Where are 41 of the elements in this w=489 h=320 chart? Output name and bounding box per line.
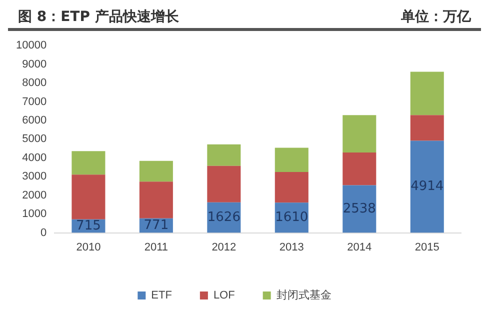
y-tick-label: 0	[40, 226, 47, 239]
data-label: 4914	[410, 179, 444, 194]
x-tick-label: 2015	[414, 241, 440, 254]
legend-label: LOF	[213, 290, 236, 302]
legend-label: ETF	[151, 290, 172, 302]
y-tick-label: 8000	[22, 77, 47, 90]
data-label: 1610	[275, 210, 308, 226]
bar	[274, 172, 308, 203]
x-tick-label: 2012	[212, 241, 236, 254]
chart-subtitle: 单位：万亿	[401, 8, 471, 26]
bar	[410, 115, 444, 141]
bar	[342, 152, 376, 186]
bar	[410, 72, 444, 116]
y-tick-label: 6000	[22, 114, 47, 127]
y-tick-label: 4000	[22, 152, 47, 164]
x-tick-label: 2013	[279, 241, 304, 254]
y-tick-label: 7000	[22, 96, 47, 108]
data-label: 1626	[207, 210, 240, 225]
x-tick-label: 2011	[144, 241, 168, 254]
x-tick-label: 2010	[76, 241, 101, 254]
bar	[139, 160, 173, 182]
x-tick-label: 2014	[347, 241, 372, 254]
y-tick-label: 10000	[16, 40, 47, 52]
bar	[72, 174, 106, 220]
y-tick-label: 5000	[22, 133, 47, 146]
y-tick-label: 9000	[22, 58, 47, 70]
bar	[72, 151, 106, 175]
data-label: 771	[144, 218, 169, 233]
bar	[139, 182, 173, 218]
data-label: 2538	[342, 201, 376, 216]
bar	[410, 140, 444, 233]
bar	[207, 144, 241, 166]
bar	[207, 166, 241, 202]
bar	[274, 148, 308, 172]
legend-label: 封闭式基金	[276, 288, 332, 302]
y-tick-label: 3000	[22, 170, 47, 183]
y-tick-label: 2000	[22, 189, 47, 202]
data-label: 715	[76, 218, 101, 234]
chart-title: 图 8：ETP 产品快速增长	[18, 8, 179, 26]
bar	[342, 115, 376, 153]
y-tick-label: 1000	[22, 208, 47, 220]
